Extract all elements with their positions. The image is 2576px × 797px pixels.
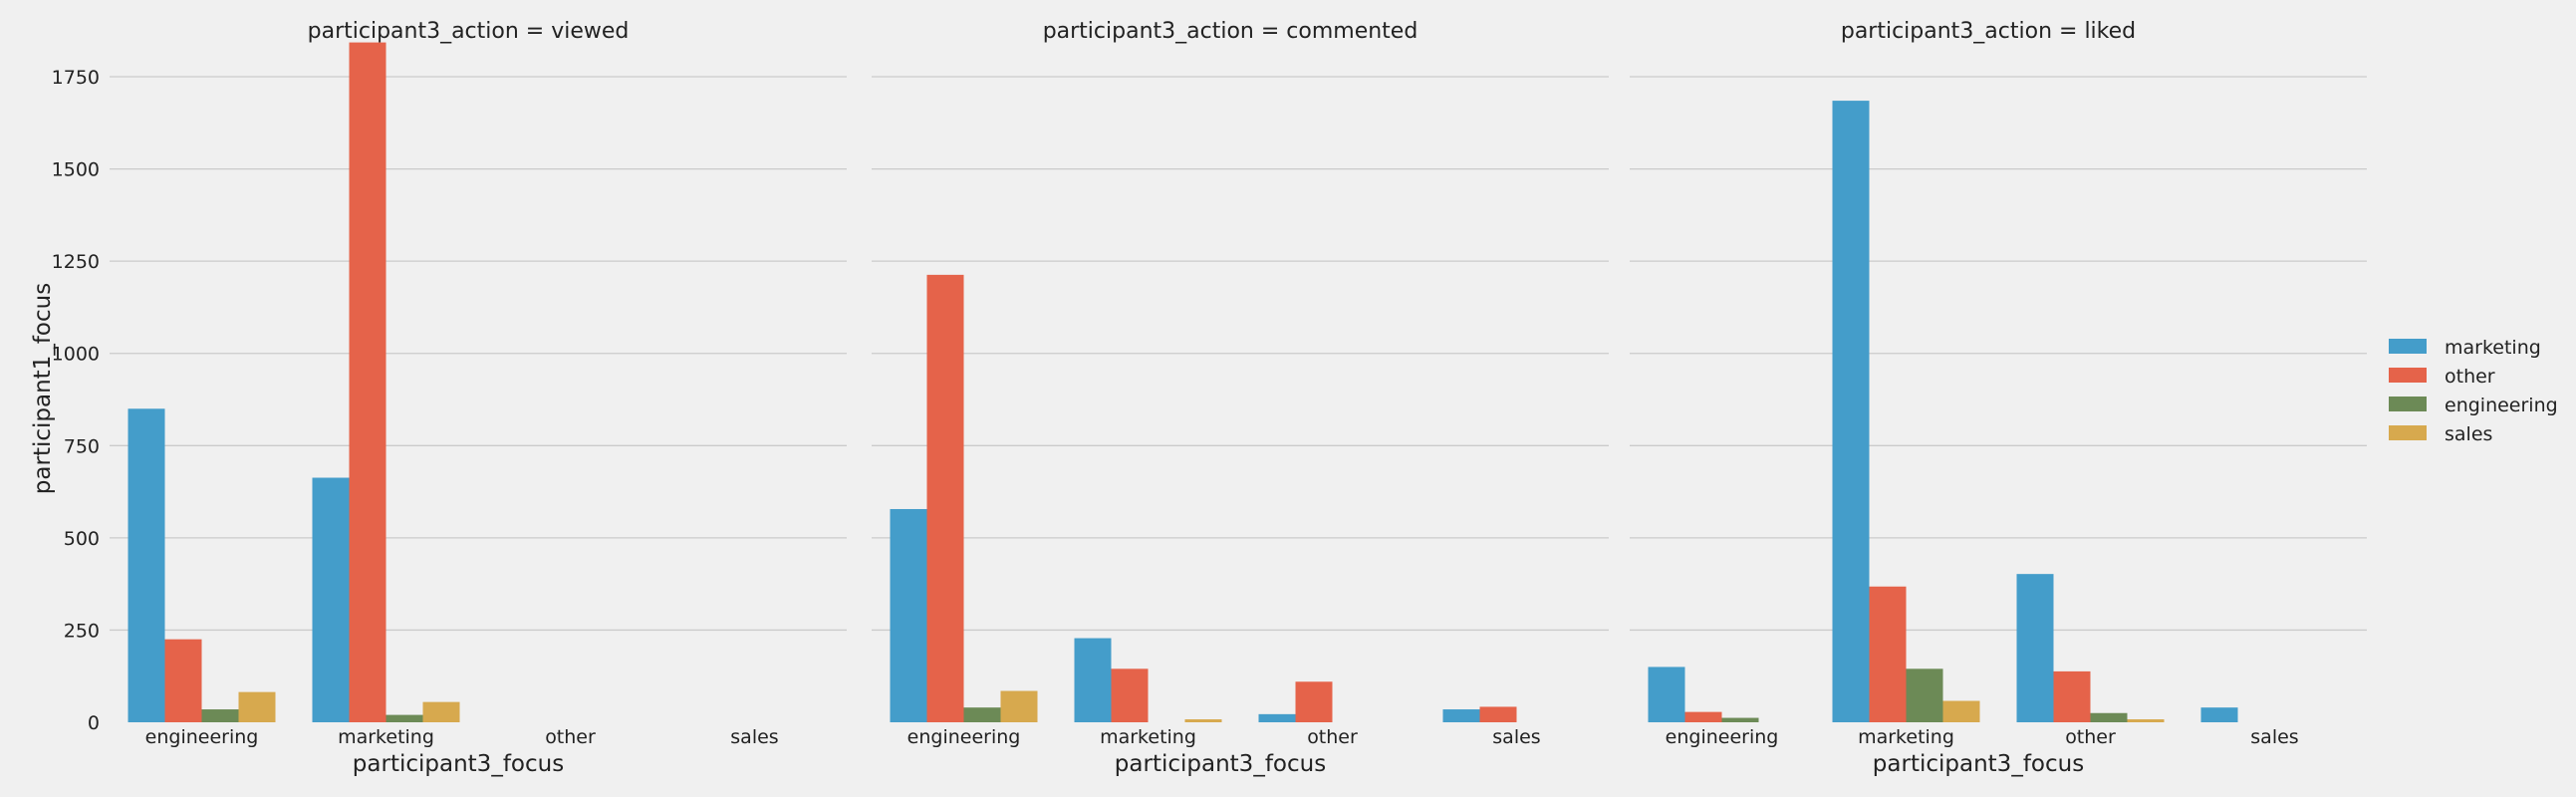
bar-other-marketing bbox=[1111, 668, 1149, 722]
x-tick-label: marketing bbox=[338, 726, 434, 748]
x-tick-label: engineering bbox=[145, 726, 259, 748]
x-tick-label: sales bbox=[1492, 726, 1540, 748]
bar-other-other bbox=[2053, 670, 2091, 722]
x-tick-label: engineering bbox=[907, 726, 1021, 748]
y-tick-label: 0 bbox=[88, 712, 100, 734]
bar-marketing-engineering bbox=[128, 408, 165, 722]
y-tick-label: 500 bbox=[64, 528, 100, 550]
legend-label-other: other bbox=[2445, 366, 2495, 388]
panel-2: participant3_action = liked engineering ma… bbox=[1630, 19, 2367, 777]
legend-label-engineering: engineering bbox=[2445, 395, 2558, 416]
bar-other-engineering bbox=[926, 274, 964, 722]
y-tick-label: 250 bbox=[64, 620, 100, 642]
bar-engineering-other bbox=[2090, 712, 2128, 722]
legend: marketing other engineering sales bbox=[2389, 337, 2558, 445]
bar-marketing-other bbox=[2016, 574, 2054, 722]
x-tick-label: marketing bbox=[1100, 726, 1196, 748]
bar-other-marketing bbox=[349, 42, 386, 722]
panel-title: participant3_action = viewed bbox=[308, 19, 630, 44]
bar-other-engineering bbox=[164, 639, 202, 722]
bar-marketing-marketing bbox=[1832, 101, 1870, 722]
bar-other-other bbox=[1295, 681, 1333, 722]
bar-sales-marketing bbox=[1184, 719, 1222, 722]
panel-title: participant3_action = commented bbox=[1043, 19, 1418, 44]
bar-marketing-other bbox=[1258, 713, 1296, 722]
y-tick-label: 1000 bbox=[52, 344, 100, 366]
bar-other-sales bbox=[1479, 706, 1517, 722]
legend-swatch-engineering bbox=[2389, 397, 2427, 411]
legend-swatch-sales bbox=[2389, 425, 2427, 440]
x-axis-label: participant3_focus bbox=[1873, 751, 2084, 777]
bar-sales-marketing bbox=[422, 701, 460, 722]
bar-sales-engineering bbox=[238, 691, 276, 722]
bar-engineering-engineering bbox=[1721, 717, 1759, 722]
x-tick-label: other bbox=[2065, 726, 2116, 748]
bar-sales-other bbox=[2127, 719, 2165, 722]
y-axis-label: participant1_focus bbox=[30, 283, 56, 494]
bar-other-engineering bbox=[1684, 711, 1722, 722]
bar-engineering-marketing bbox=[386, 714, 423, 722]
panel-0: 0 250 500 750 1000 1250 1500 1750 participant3_a… bbox=[52, 19, 847, 777]
bar-marketing-marketing bbox=[312, 477, 350, 722]
bar-marketing-sales bbox=[1442, 709, 1480, 722]
x-tick-label: marketing bbox=[1858, 726, 1954, 748]
y-tick-label: 1750 bbox=[52, 67, 100, 89]
x-tick-label: sales bbox=[2250, 726, 2298, 748]
bar-sales-marketing bbox=[1942, 700, 1980, 722]
chart-panels: 0 250 500 750 1000 1250 1500 1750 participant3_a… bbox=[52, 19, 2367, 777]
legend-swatch-other bbox=[2389, 368, 2427, 383]
y-tick-label: 1500 bbox=[52, 159, 100, 181]
panel-1: participant3_action = commented engineeri… bbox=[872, 19, 1609, 777]
bar-other-marketing bbox=[1869, 586, 1907, 722]
bar-marketing-marketing bbox=[1074, 638, 1112, 722]
bar-marketing-sales bbox=[2200, 707, 2238, 722]
bar-engineering-marketing bbox=[1906, 668, 1943, 722]
bar-engineering-engineering bbox=[963, 707, 1001, 722]
y-tick-label: 750 bbox=[64, 435, 100, 457]
legend-label-sales: sales bbox=[2445, 423, 2492, 445]
legend-label-marketing: marketing bbox=[2445, 337, 2541, 359]
panel-title: participant3_action = liked bbox=[1841, 19, 2136, 44]
x-tick-label: other bbox=[1307, 726, 1358, 748]
bar-sales-engineering bbox=[1000, 690, 1038, 722]
x-tick-label: sales bbox=[730, 726, 778, 748]
y-tick-label: 1250 bbox=[52, 251, 100, 273]
x-tick-label: engineering bbox=[1666, 726, 1779, 748]
x-axis-label: participant3_focus bbox=[353, 751, 564, 777]
x-tick-label: other bbox=[545, 726, 596, 748]
legend-swatch-marketing bbox=[2389, 339, 2427, 354]
bar-marketing-engineering bbox=[890, 508, 927, 722]
bar-marketing-engineering bbox=[1648, 666, 1685, 722]
x-axis-label: participant3_focus bbox=[1115, 751, 1326, 777]
bar-engineering-engineering bbox=[201, 709, 239, 722]
